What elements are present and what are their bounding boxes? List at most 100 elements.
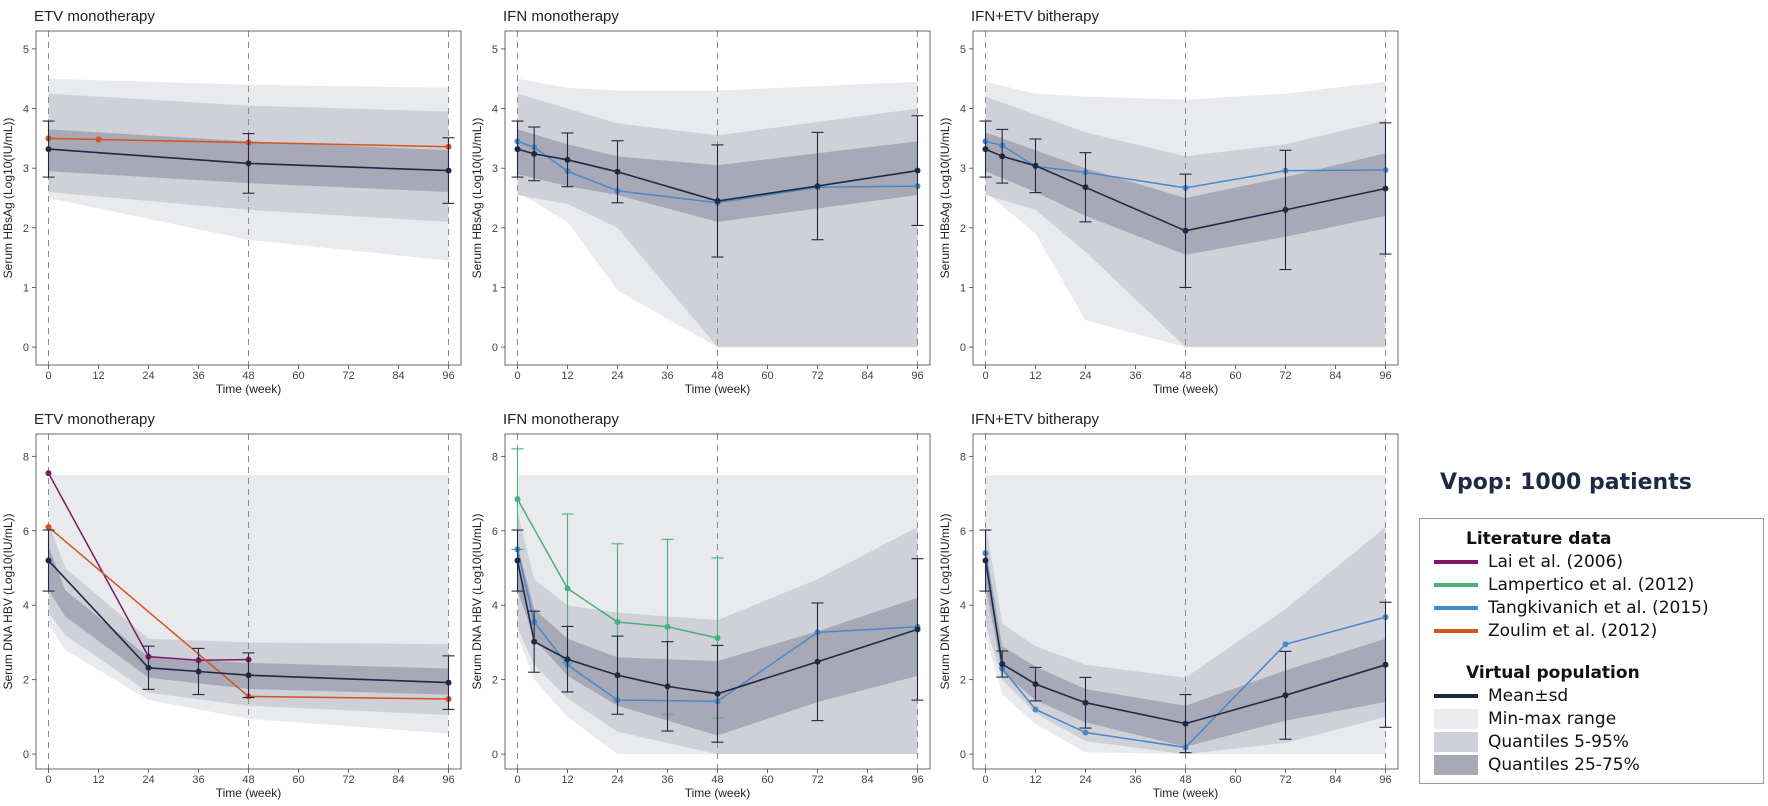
x-tick-label: 60	[292, 370, 304, 382]
legend-swatch-lai	[1434, 560, 1478, 564]
mean-point	[564, 656, 571, 663]
x-tick-label: 60	[761, 370, 773, 382]
legend-swatch-tangkivanich	[1434, 606, 1478, 610]
x-tick-label: 84	[861, 774, 873, 786]
x-tick-label: 12	[561, 370, 573, 382]
y-tick-label: 0	[492, 749, 498, 761]
y-tick-label: 2	[960, 675, 966, 687]
legend-item-q25-75: Quantiles 25-75%	[1434, 754, 1640, 776]
mean-point	[445, 167, 452, 174]
x-tick-label: 96	[911, 774, 923, 786]
mean-point	[999, 661, 1006, 668]
mean-point	[45, 557, 52, 564]
x-tick-label: 12	[1029, 774, 1041, 786]
x-tick-label: 24	[142, 774, 154, 786]
y-axis-label: Serum DNA HBV (Log10(IU/mL))	[938, 513, 952, 689]
x-tick-label: 48	[242, 370, 254, 382]
mean-point	[614, 672, 621, 679]
series-mean-sd	[979, 120, 1392, 289]
mean-point	[1182, 227, 1189, 234]
mean-point	[1282, 692, 1289, 699]
y-tick-label: 2	[492, 675, 498, 687]
series-mean-sd	[511, 115, 924, 258]
mean-point	[814, 658, 821, 665]
panel-plot-area	[511, 31, 924, 365]
x-tick-label: 48	[711, 370, 723, 382]
legend-swatch-q25-75	[1434, 755, 1478, 775]
x-tick-label: 84	[1329, 774, 1341, 786]
x-tick-label: 48	[242, 774, 254, 786]
mean-point	[245, 672, 252, 679]
x-tick-label: 36	[192, 370, 204, 382]
mean-line	[516, 560, 918, 695]
legend-label-minmax: Min-max range	[1488, 709, 1617, 729]
series-point	[1282, 641, 1289, 648]
y-tick-label: 5	[23, 44, 29, 56]
x-tick-label: 24	[142, 370, 154, 382]
y-tick-label: 4	[23, 600, 29, 612]
legend-swatch-mean-sd	[1434, 694, 1478, 698]
mean-point	[714, 690, 721, 697]
x-tick-label: 36	[661, 774, 673, 786]
x-axis-label: Time (week)	[685, 382, 751, 396]
series-point	[1082, 729, 1089, 736]
series-line	[47, 472, 249, 662]
panel-plot-area	[979, 434, 1392, 769]
y-axis-label: Serum DNA HBV (Log10(IU/mL))	[470, 513, 484, 689]
mean-point	[982, 146, 989, 153]
x-tick-label: 0	[514, 370, 520, 382]
x-tick-label: 24	[611, 370, 623, 382]
panel-title: IFN monotherapy	[503, 411, 619, 428]
legend-swatch-q5-95	[1434, 732, 1478, 752]
x-tick-label: 0	[45, 774, 51, 786]
y-tick-label: 0	[23, 749, 29, 761]
legend-label-mean-sd: Mean±sd	[1488, 686, 1569, 706]
x-tick-label: 96	[442, 774, 454, 786]
legend-box: Literature data Lai et al. (2006) Lamper…	[1419, 518, 1764, 784]
series-point	[45, 524, 52, 531]
y-tick-label: 6	[23, 526, 29, 538]
mean-point	[664, 683, 671, 690]
y-tick-label: 4	[23, 104, 29, 116]
y-tick-label: 3	[23, 163, 29, 175]
legend-label-lai: Lai et al. (2006)	[1488, 552, 1624, 572]
legend-virtual-header: Virtual population	[1466, 663, 1640, 683]
x-tick-label: 84	[861, 370, 873, 382]
legend-label-zoulim: Zoulim et al. (2012)	[1488, 621, 1658, 641]
y-tick-label: 2	[960, 223, 966, 235]
mean-point	[1182, 720, 1189, 727]
x-tick-label: 12	[92, 370, 104, 382]
x-tick-label: 12	[1029, 370, 1041, 382]
legend-item-minmax: Min-max range	[1434, 708, 1616, 730]
x-tick-label: 0	[514, 774, 520, 786]
y-tick-label: 4	[960, 600, 966, 612]
x-axis-label: Time (week)	[1153, 382, 1219, 396]
y-tick-label: 4	[960, 104, 966, 116]
x-tick-label: 72	[1279, 370, 1291, 382]
mean-point	[245, 160, 252, 167]
x-tick-label: 96	[911, 370, 923, 382]
y-tick-label: 3	[960, 163, 966, 175]
x-axis-label: Time (week)	[216, 786, 282, 800]
legend-label-q25-75: Quantiles 25-75%	[1488, 755, 1640, 775]
panel-title: IFN monotherapy	[503, 8, 619, 25]
x-axis-label: Time (week)	[685, 786, 751, 800]
mean-point	[1282, 206, 1289, 213]
mean-point	[1082, 699, 1089, 706]
series-point	[614, 618, 621, 625]
panel-plot-area	[979, 31, 1392, 365]
mean-point	[564, 156, 571, 163]
series-point	[514, 496, 521, 503]
y-tick-label: 0	[492, 342, 498, 354]
series-point	[1032, 706, 1039, 713]
x-tick-label: 12	[92, 774, 104, 786]
vpop-title: Vpop: 1000 patients	[1440, 470, 1692, 495]
mean-point	[982, 557, 989, 564]
x-tick-label: 24	[1079, 774, 1091, 786]
mean-point	[914, 626, 921, 633]
x-tick-label: 12	[561, 774, 573, 786]
mean-point	[714, 197, 721, 204]
legend-label-lampertico: Lampertico et al. (2012)	[1488, 575, 1695, 595]
